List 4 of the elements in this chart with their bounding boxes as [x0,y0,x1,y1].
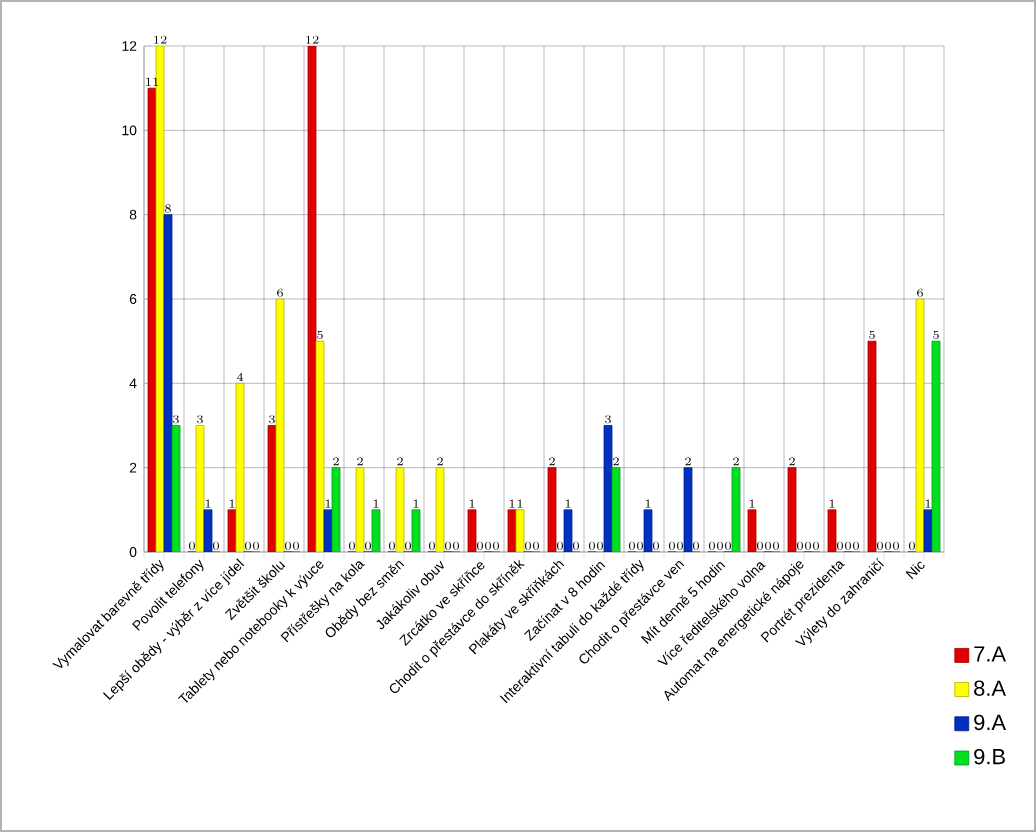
legend-label: 8.A [974,680,1007,696]
legend-label: 9.B [974,748,1005,765]
legend-label: 9.A [974,714,1007,731]
legend-label: 7.A [974,646,1007,662]
